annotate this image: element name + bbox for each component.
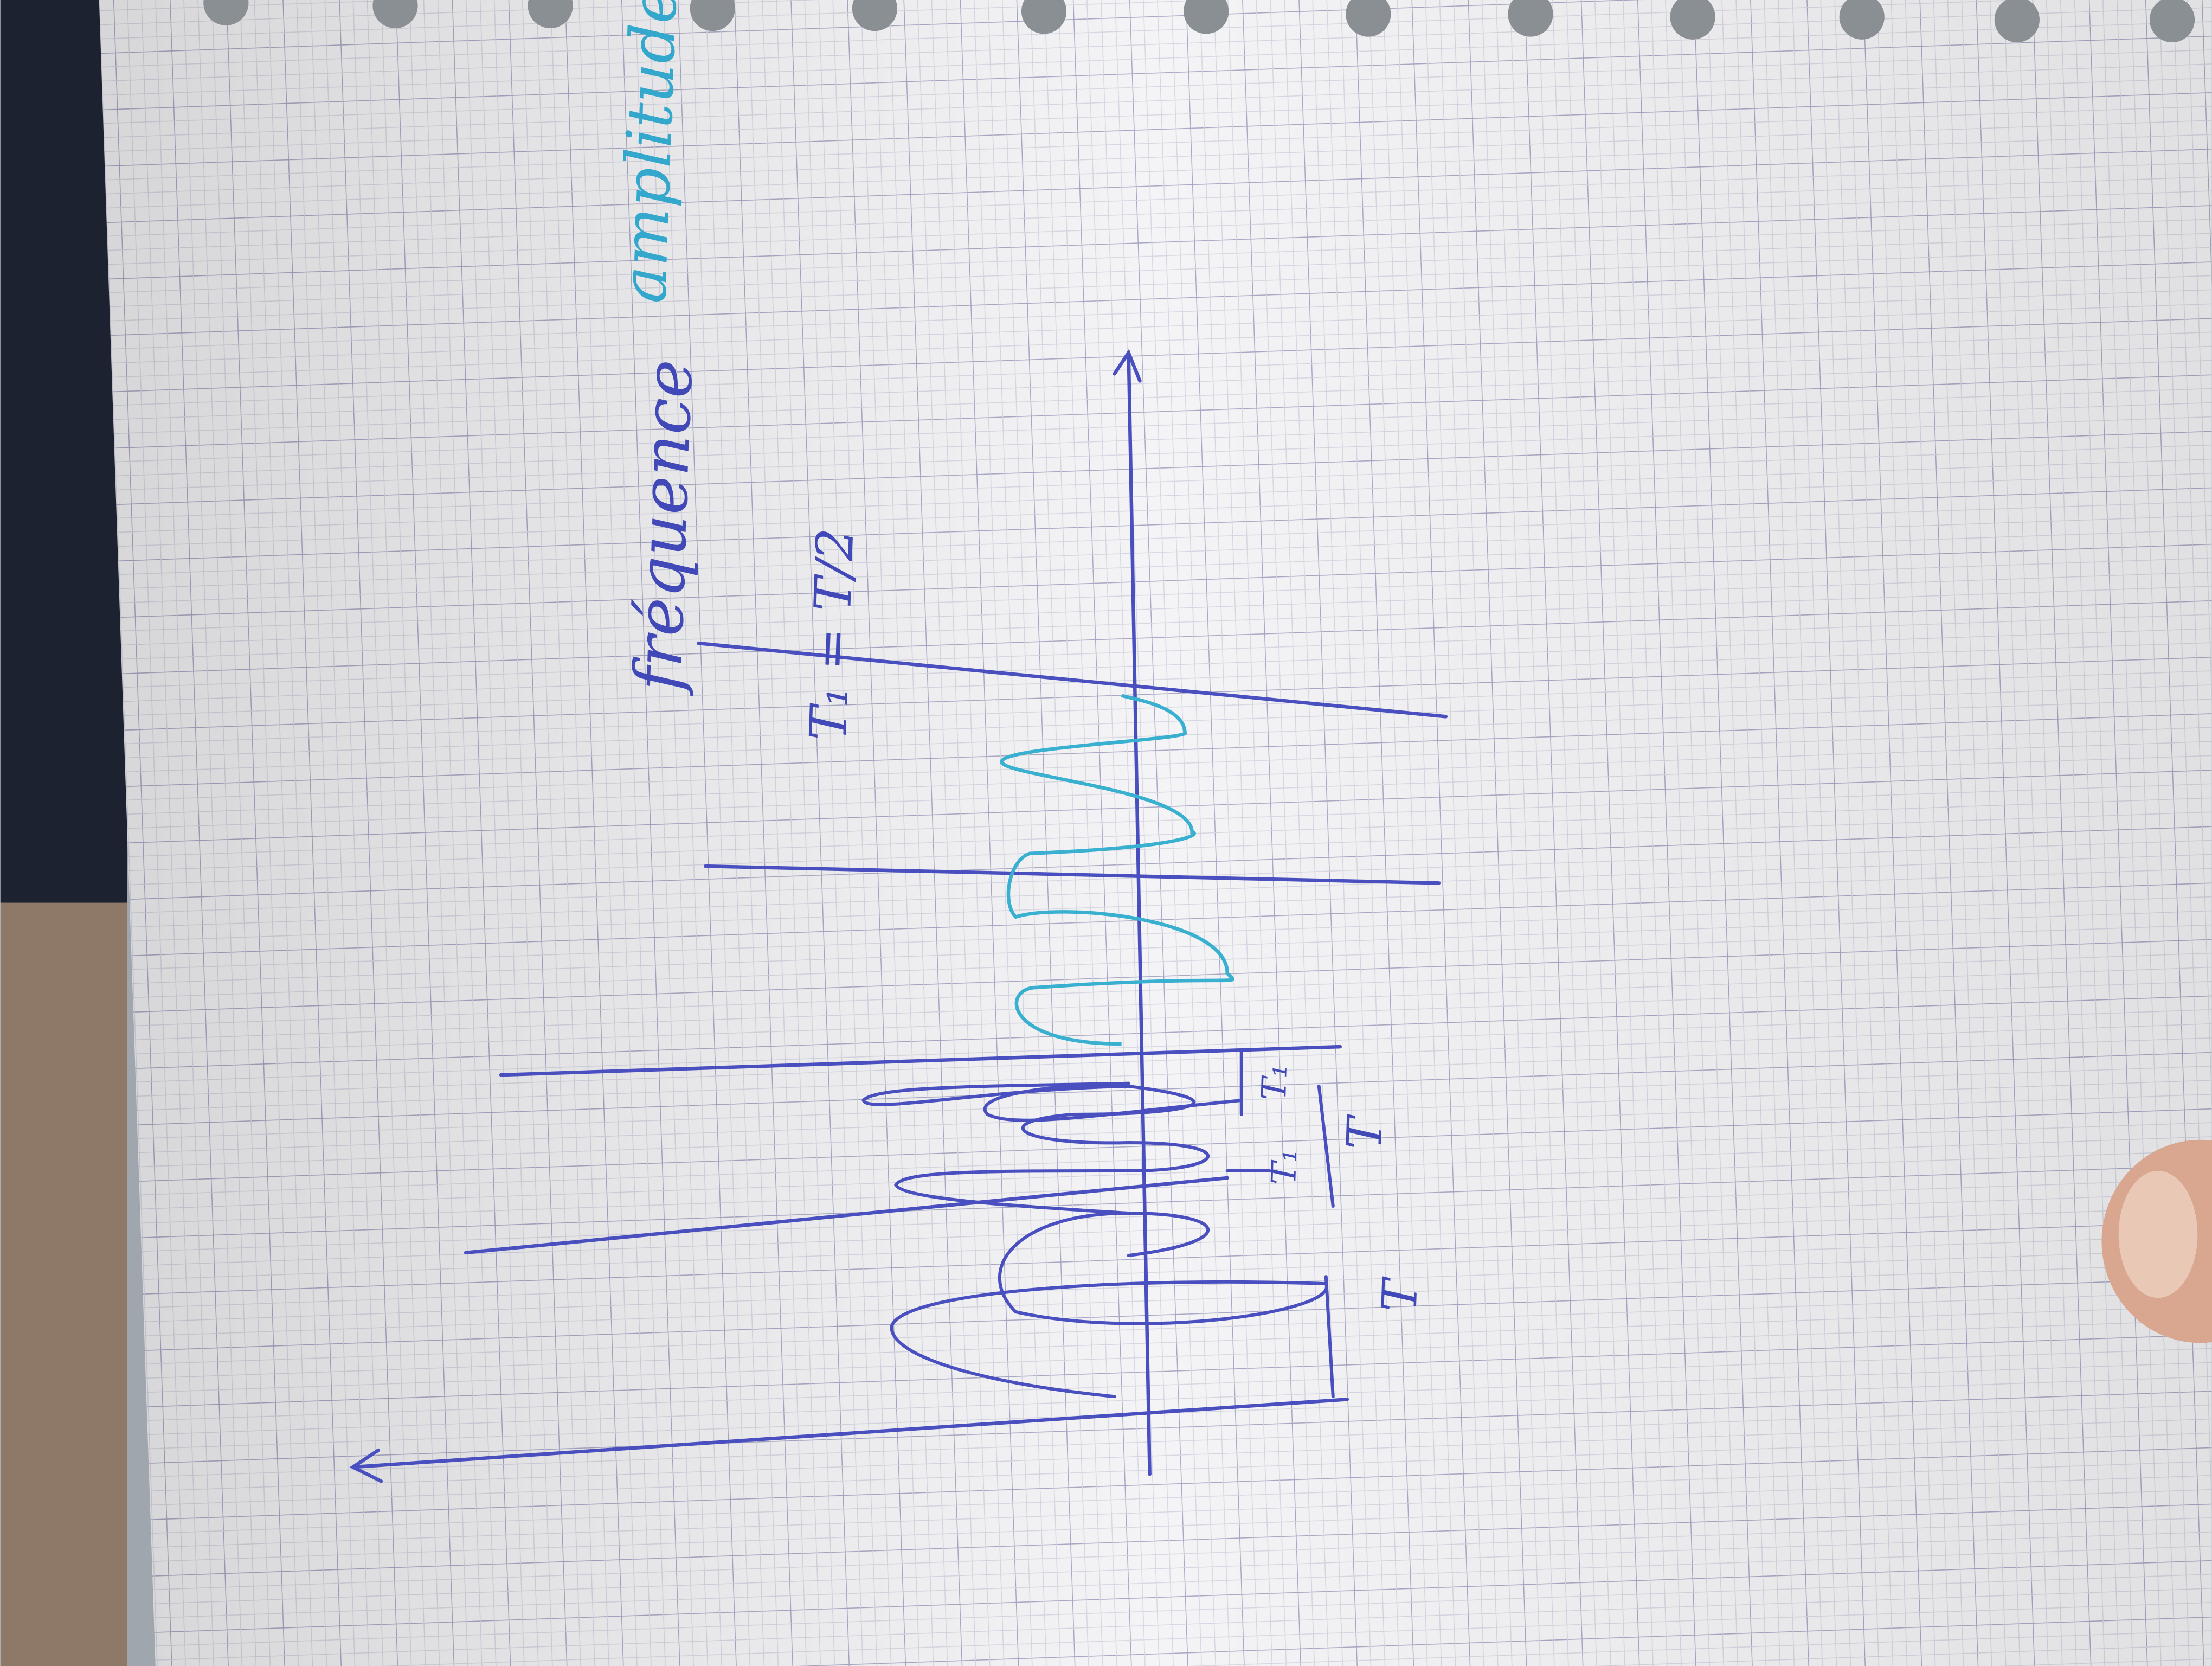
label-half-period: T₁ = T/2 — [799, 527, 866, 741]
axes — [349, 349, 1448, 1483]
table — [0, 902, 127, 1666]
label-sub-period: T₁ — [1264, 1148, 1304, 1186]
wave — [861, 1049, 1335, 1399]
label-amplitude: amplitude — [608, 0, 691, 304]
label-period: T — [1372, 1276, 1429, 1313]
fingernail — [2118, 1170, 2198, 1298]
label-sub-period: T₁ — [1254, 1063, 1295, 1101]
label-frequency: fréquence — [620, 358, 708, 697]
label-period: T — [1336, 1113, 1393, 1151]
spiral-holes — [203, 0, 2195, 43]
paper-shade — [99, 0, 2212, 1666]
cyan-wave — [1000, 694, 1234, 1046]
